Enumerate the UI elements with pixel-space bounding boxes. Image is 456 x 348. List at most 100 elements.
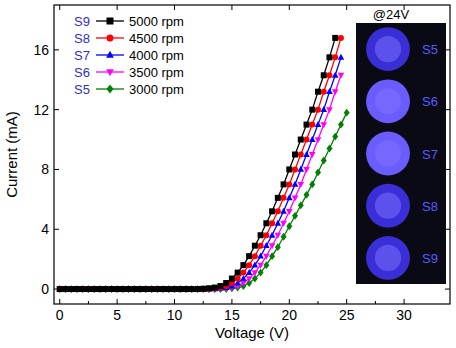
data-point xyxy=(120,285,126,293)
data-point xyxy=(80,286,86,292)
data-point xyxy=(137,287,144,293)
data-point xyxy=(263,220,269,226)
data-point xyxy=(143,286,149,292)
data-point xyxy=(194,285,200,293)
data-point xyxy=(62,285,69,291)
data-point xyxy=(183,285,189,293)
data-point xyxy=(91,286,97,292)
data-point xyxy=(281,181,287,187)
data-point xyxy=(332,54,338,60)
data-point xyxy=(298,201,304,209)
data-point xyxy=(275,208,281,214)
data-point xyxy=(85,285,92,291)
data-point xyxy=(183,285,190,291)
x-tick xyxy=(174,299,175,304)
y-tick xyxy=(54,109,59,110)
data-point xyxy=(258,243,264,249)
inset-sample-glow xyxy=(375,36,401,62)
chart: 0510152025300481216Voltage (V)Current (m… xyxy=(0,0,456,348)
data-point xyxy=(304,191,310,199)
data-point xyxy=(177,286,183,292)
data-point xyxy=(321,72,327,78)
data-point xyxy=(149,285,155,293)
data-point xyxy=(194,287,201,293)
data-point xyxy=(108,287,115,293)
data-point xyxy=(257,253,264,259)
plot-frame xyxy=(54,5,450,304)
inset-label: S6 xyxy=(422,94,438,109)
x-minor-tick xyxy=(260,301,261,304)
inset-label: S7 xyxy=(422,147,438,162)
x-tick-label: 25 xyxy=(339,307,355,323)
data-point xyxy=(120,286,126,292)
data-point xyxy=(172,285,178,293)
data-point xyxy=(297,182,304,188)
x-tick xyxy=(289,299,290,304)
x-tick-label: 0 xyxy=(56,307,64,323)
data-point xyxy=(246,262,252,268)
inset-label: S9 xyxy=(422,251,438,266)
data-point xyxy=(212,285,218,291)
y-tick-label: 12 xyxy=(33,102,49,118)
data-point xyxy=(246,269,253,275)
data-point xyxy=(269,232,276,238)
data-point xyxy=(62,287,69,293)
data-point xyxy=(217,283,223,289)
data-point xyxy=(85,286,91,292)
data-point xyxy=(114,286,120,292)
data-point xyxy=(286,209,293,215)
legend-sample: S5 xyxy=(74,82,90,97)
data-point xyxy=(74,285,80,293)
data-point xyxy=(246,276,253,282)
data-point xyxy=(326,54,332,60)
data-point xyxy=(171,287,178,293)
data-point xyxy=(137,286,143,292)
data-point xyxy=(56,287,63,293)
data-point xyxy=(57,286,63,292)
data-point xyxy=(103,285,109,293)
data-point xyxy=(108,286,114,292)
inset-sample-spot xyxy=(366,79,410,123)
data-point xyxy=(177,285,184,291)
x-tick xyxy=(117,299,118,304)
data-point xyxy=(338,73,345,79)
data-point xyxy=(309,152,316,158)
data-point xyxy=(79,287,86,293)
data-point xyxy=(212,285,218,293)
data-point xyxy=(102,285,109,291)
data-point xyxy=(131,286,137,292)
data-point xyxy=(160,286,166,292)
inset-sample-glow xyxy=(375,193,401,219)
data-point xyxy=(165,287,172,293)
data-point xyxy=(298,152,304,158)
data-point xyxy=(62,285,68,293)
data-point xyxy=(235,276,241,282)
data-point xyxy=(326,88,333,94)
data-point xyxy=(309,107,315,113)
legend-label: 3000 rpm xyxy=(129,82,184,97)
x-tick xyxy=(231,299,232,304)
data-point xyxy=(315,121,322,127)
data-point xyxy=(252,253,258,259)
y-tick-label: 16 xyxy=(33,42,49,58)
data-point xyxy=(338,121,344,129)
data-point xyxy=(120,286,126,292)
data-point xyxy=(321,89,327,95)
data-point xyxy=(125,285,132,291)
data-point xyxy=(171,285,178,291)
inset-sample-spot xyxy=(366,27,410,71)
data-point xyxy=(177,285,183,293)
data-point xyxy=(194,285,201,291)
data-point xyxy=(103,286,109,292)
inset-sample-spot xyxy=(366,132,410,176)
data-point xyxy=(102,287,109,293)
data-point xyxy=(126,286,132,292)
data-point xyxy=(292,212,298,220)
data-point xyxy=(126,286,132,292)
data-point xyxy=(206,285,212,293)
data-point xyxy=(292,181,299,187)
y-axis-title: Current (mA) xyxy=(3,111,20,198)
x-tick-top xyxy=(346,5,347,10)
data-point xyxy=(74,287,81,293)
data-point xyxy=(269,208,275,214)
